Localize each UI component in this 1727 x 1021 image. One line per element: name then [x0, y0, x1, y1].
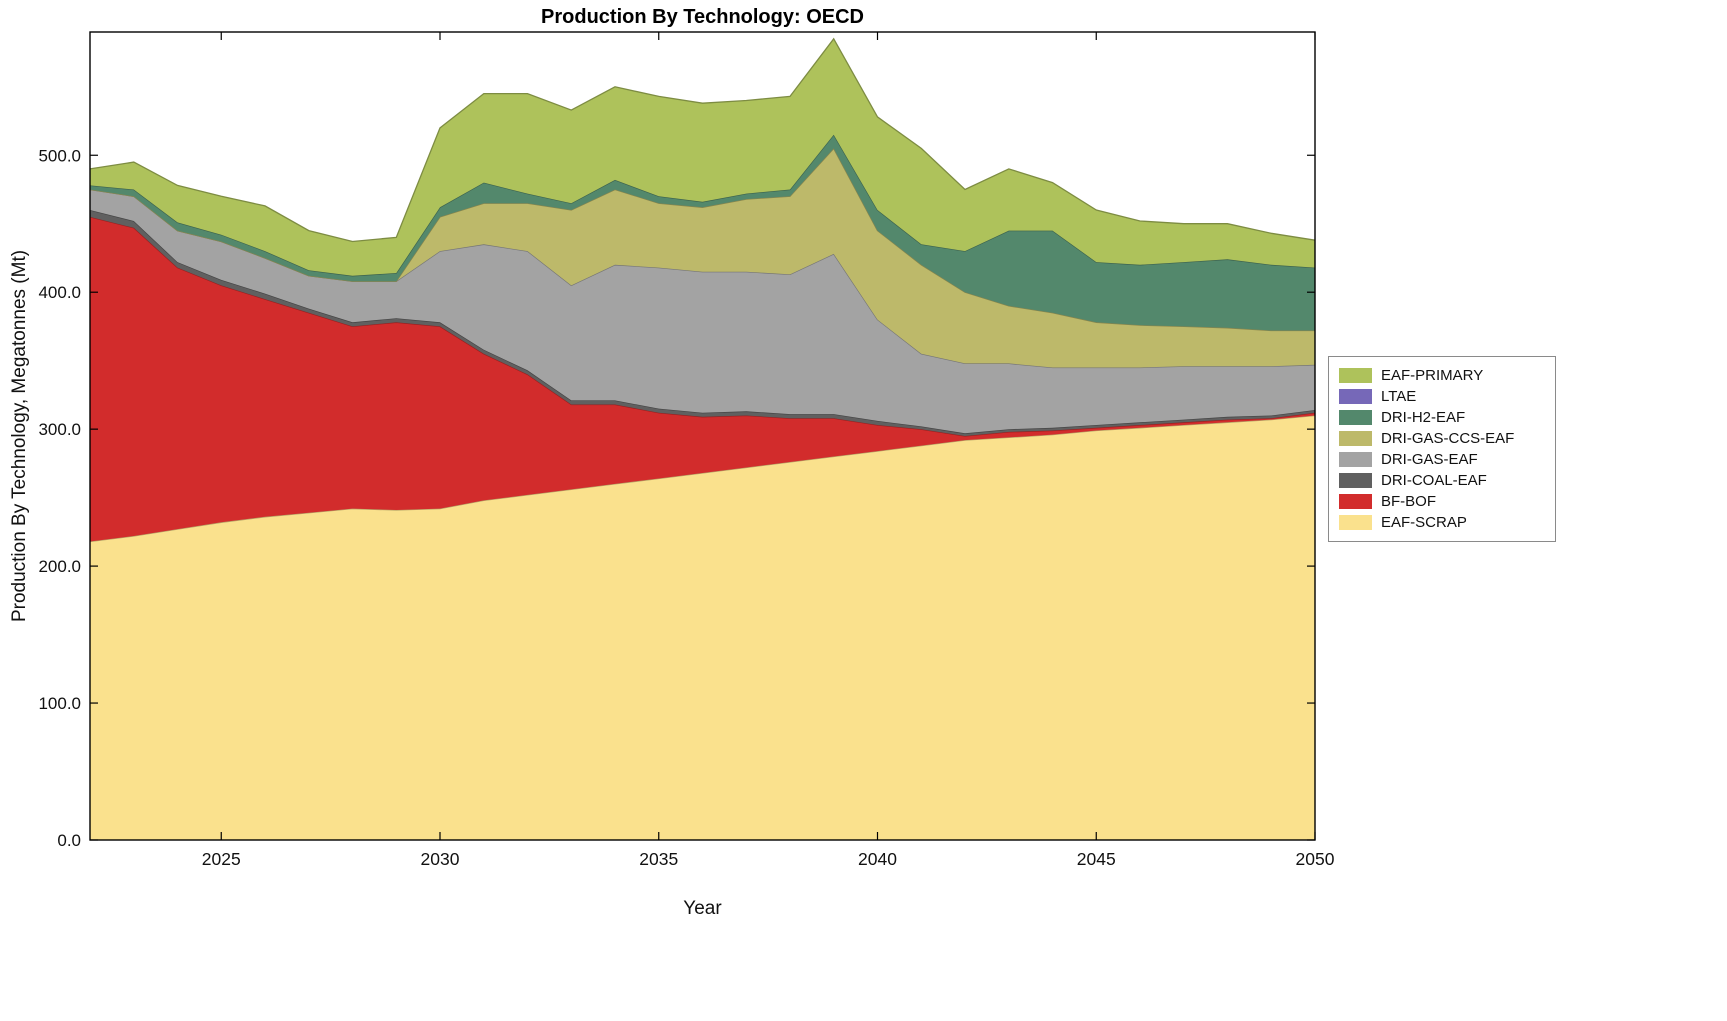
- legend-swatch-icon: [1339, 494, 1372, 509]
- legend-item: EAF-SCRAP: [1339, 512, 1545, 533]
- y-tick-label: 300.0: [38, 420, 81, 439]
- x-tick-label: 2035: [639, 849, 678, 869]
- x-axis-label: Year: [683, 898, 722, 919]
- legend-label: DRI-GAS-CCS-EAF: [1381, 430, 1515, 447]
- legend-swatch-icon: [1339, 452, 1372, 467]
- legend-swatch-icon: [1339, 515, 1372, 530]
- legend-label: EAF-PRIMARY: [1381, 367, 1484, 384]
- legend-item: LTAE: [1339, 386, 1545, 407]
- legend-item: DRI-COAL-EAF: [1339, 470, 1545, 491]
- area-dri-h2-eaf: [90, 134, 1315, 331]
- y-tick-label: 200.0: [38, 557, 81, 576]
- legend: EAF-PRIMARY LTAE DRI-H2-EAF DRI-GAS-CCS-EAF…: [1328, 356, 1556, 542]
- legend-label: DRI-GAS-EAF: [1381, 451, 1478, 468]
- legend-item: DRI-H2-EAF: [1339, 407, 1545, 428]
- x-tick-label: 2040: [858, 849, 897, 869]
- y-tick-label: 500.0: [38, 146, 81, 165]
- legend-item: EAF-PRIMARY: [1339, 365, 1545, 386]
- chart-title: Production By Technology: OECD: [541, 6, 864, 28]
- legend-item: DRI-GAS-EAF: [1339, 449, 1545, 470]
- y-tick-label: 0.0: [57, 831, 81, 850]
- legend-item: DRI-GAS-CCS-EAF: [1339, 428, 1545, 449]
- area-dri-gas-eaf: [90, 189, 1315, 434]
- legend-label: BF-BOF: [1381, 493, 1436, 510]
- area-eaf-primary: [90, 38, 1315, 276]
- legend-swatch-icon: [1339, 431, 1372, 446]
- x-tick-label: 2030: [421, 849, 460, 869]
- y-tick-label: 400.0: [38, 283, 81, 302]
- legend-label: DRI-COAL-EAF: [1381, 472, 1487, 489]
- legend-swatch-icon: [1339, 473, 1372, 488]
- legend-item: BF-BOF: [1339, 491, 1545, 512]
- legend-swatch-icon: [1339, 389, 1372, 404]
- legend-swatch-icon: [1339, 368, 1372, 383]
- legend-swatch-icon: [1339, 410, 1372, 425]
- x-tick-label: 2050: [1296, 849, 1335, 869]
- x-tick-label: 2045: [1077, 849, 1116, 869]
- plot-box: [89, 31, 1316, 841]
- x-tick-label: 2025: [202, 849, 241, 869]
- y-tick-label: 100.0: [38, 694, 81, 713]
- edge-eaf-primary: [89, 37, 1316, 243]
- legend-label: EAF-SCRAP: [1381, 514, 1467, 531]
- legend-label: DRI-H2-EAF: [1381, 409, 1466, 426]
- area-dri-gas-ccs-eaf: [90, 148, 1315, 368]
- area-bf-bof: [90, 216, 1315, 542]
- legend-label: LTAE: [1381, 388, 1417, 405]
- area-eaf-scrap: [90, 415, 1315, 840]
